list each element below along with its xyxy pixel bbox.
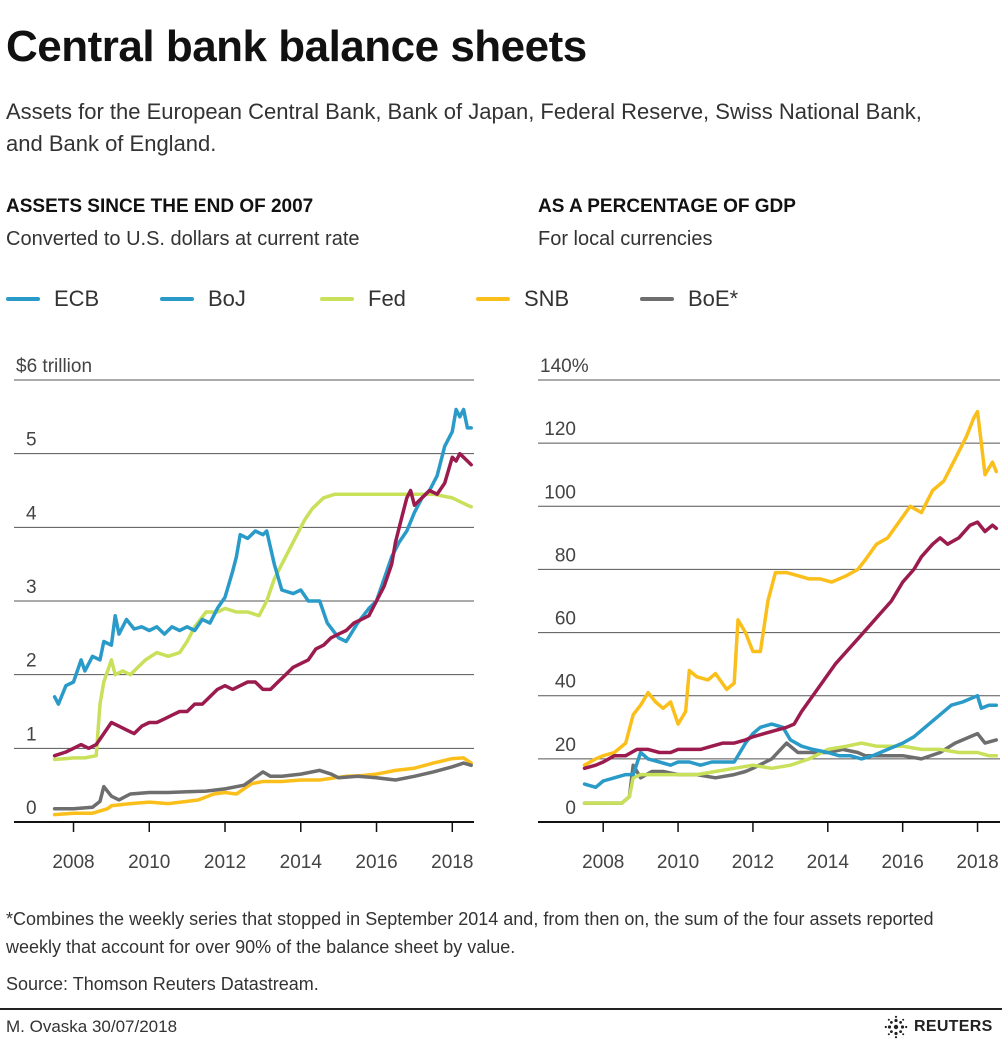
legend-label-boj: BoJ — [208, 286, 246, 311]
chart0-x-tick-label: 2014 — [280, 852, 323, 873]
chart0-series-boj — [52, 451, 473, 758]
chart1-x-tick-label: 2014 — [807, 852, 850, 873]
legend-swatch-boj — [160, 297, 194, 301]
chart-legend: ECB BoJ Fed SNB BoE* — [0, 284, 1006, 314]
chart0-x-tick-label: 2016 — [355, 852, 397, 873]
chart0-x-tick-label: 2008 — [52, 852, 94, 873]
chart0-y-tick-label: 5 — [26, 430, 37, 451]
page-title: Central bank balance sheets — [6, 22, 587, 71]
chart1-series-snb — [582, 409, 999, 767]
left-panel-heading: ASSETS SINCE THE END OF 2007 — [6, 196, 314, 217]
chart0-y-tick-label: 0 — [26, 798, 37, 819]
legend-swatch-snb — [476, 297, 510, 301]
chart1-y-tick-label: 60 — [555, 609, 576, 630]
chart1-series-fed — [582, 741, 999, 805]
chart1-x-tick-label: 2010 — [657, 852, 699, 873]
legend-item-fed: Fed — [320, 284, 406, 314]
legend-label-ecb: ECB — [54, 286, 100, 311]
chart0-series-snb — [52, 756, 473, 817]
legend-item-boj: BoJ — [160, 284, 246, 314]
right-panel-subheading: For local currencies — [538, 228, 713, 250]
brand-name: REUTERS — [914, 1018, 993, 1035]
legend-item-snb: SNB — [476, 284, 569, 314]
left-panel-subheading: Converted to U.S. dollars at current rat… — [6, 228, 360, 250]
chart1-series-boe — [582, 731, 999, 805]
legend-item-ecb: ECB — [6, 284, 99, 314]
chart0-y-tick-label: 4 — [26, 503, 37, 524]
chart0-x-tick-label: 2012 — [204, 852, 246, 873]
chart1-y-tick-label: 140% — [540, 356, 589, 377]
chart1-x-tick-label: 2008 — [582, 852, 624, 873]
legend-swatch-fed — [320, 297, 354, 301]
chart1-series-ecb — [582, 693, 999, 790]
byline: M. Ovaska 30/07/2018 — [6, 1017, 178, 1036]
legend-label-fed: Fed — [368, 286, 406, 311]
brand-logo: REUTERS — [884, 1015, 993, 1039]
footnote: *Combines the weekly series that stopped… — [6, 909, 934, 957]
chart0-y-tick-label: 1 — [26, 724, 37, 745]
right-panel-heading: AS A PERCENTAGE OF GDP — [538, 196, 796, 217]
chart1-series-boj — [582, 520, 999, 771]
chart1-x-tick-label: 2016 — [882, 852, 924, 873]
chart0-x-tick-label: 2018 — [431, 852, 473, 873]
chart0-series-boe — [52, 761, 473, 811]
chart0-y-tick-label: 2 — [26, 651, 37, 672]
chart1-y-tick-label: 120 — [544, 419, 576, 440]
reuters-dot-logo-icon — [884, 1015, 908, 1039]
legend-label-snb: SNB — [524, 286, 570, 311]
legend-label-boe: BoE* — [688, 286, 739, 311]
legend-swatch-ecb — [6, 297, 40, 301]
source-note: Source: Thomson Reuters Datastream. — [6, 974, 319, 994]
chart1-y-tick-label: 100 — [544, 482, 576, 503]
chart1-x-tick-label: 2012 — [732, 852, 774, 873]
chart0-series-fed — [52, 492, 473, 762]
chart1-y-tick-label: 80 — [555, 545, 576, 566]
chart0-y-tick-label: 3 — [26, 577, 37, 598]
chart1-x-tick-label: 2018 — [956, 852, 998, 873]
chart0-series-ecb — [52, 407, 473, 706]
legend-swatch-boe — [640, 297, 674, 301]
chart1-y-tick-label: 40 — [555, 672, 576, 693]
page-subtitle: Assets for the European Central Bank, Ba… — [6, 99, 922, 156]
chart1-y-tick-label: 0 — [565, 798, 576, 819]
footer-divider — [0, 1008, 1002, 1010]
chart0-x-tick-label: 2010 — [128, 852, 170, 873]
legend-item-boe: BoE* — [640, 284, 738, 314]
chart0-y-tick-label: $6 trillion — [16, 356, 92, 377]
chart1-y-tick-label: 20 — [555, 735, 576, 756]
